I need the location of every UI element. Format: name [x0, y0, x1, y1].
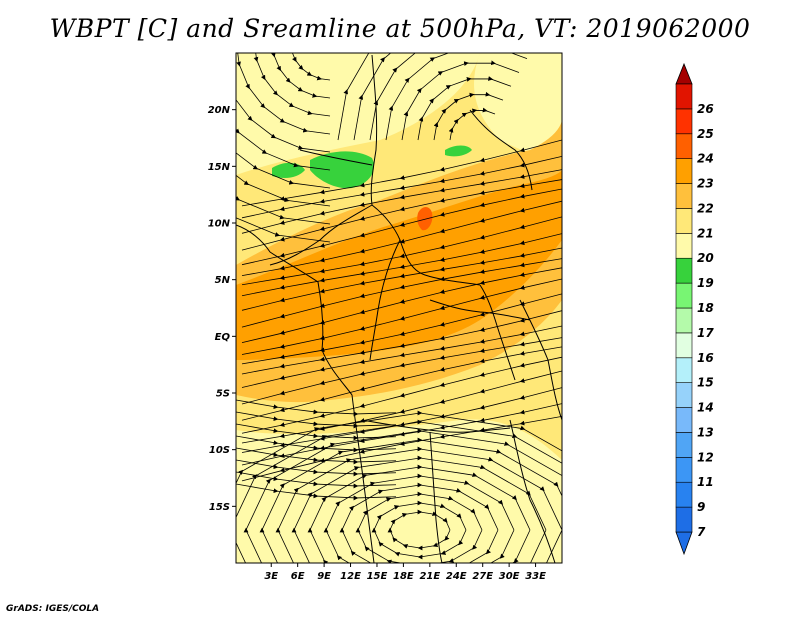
lon-tick-label: 30E [499, 571, 520, 582]
lon-tick-label: 12E [340, 571, 361, 582]
colorbar-segment-19 [675, 257, 693, 284]
colorbar-label: 22 [697, 201, 714, 215]
colorbar-segment-22 [675, 183, 693, 209]
lon-tick-label: 6E [291, 571, 305, 582]
lat-tick-label: 10S [209, 445, 230, 456]
streamline-52 [236, 399, 397, 417]
lon-tick-label: 21E [419, 571, 440, 582]
colorbar-label: 15 [697, 376, 714, 390]
colorbar-label: 20 [697, 251, 714, 265]
lon-tick-label: 15E [367, 571, 388, 582]
colorbar-segment-26 [675, 83, 693, 110]
colorbar: 7 9 11 12 13 14 15 16 17 18 19 20 21 22 23 24 25 26 [675, 62, 714, 556]
colorbar-segment-7 [675, 506, 693, 533]
streamline-28 [236, 75, 331, 189]
colorbar-top-arrow [675, 62, 693, 85]
streamline-30 [236, 84, 331, 225]
colorbar-label: 9 [697, 500, 705, 514]
colorbar-label: 11 [697, 475, 714, 489]
lat-tick-label: 10N [208, 219, 231, 230]
colorbar-label: 17 [697, 326, 714, 340]
lat-tick-label: 5S [216, 389, 230, 400]
colorbar-label: 25 [697, 127, 714, 141]
colorbar-segment-9 [675, 481, 693, 508]
streamlines [236, 53, 562, 563]
grads-credit: GrADS: IGES/COLA [6, 604, 100, 614]
longitude-axis: 3E 6E 9E 12E 15E 18E 21E 24E 27E 30E 33E [264, 563, 546, 582]
colorbar-label: 7 [697, 525, 706, 539]
colorbar-segment-15 [675, 357, 693, 383]
colorbar-segment-18 [675, 282, 693, 309]
streamline-39 [337, 53, 508, 141]
lon-tick-label: 18E [393, 571, 414, 582]
map-frame [235, 52, 563, 564]
lon-tick-label: 33E [525, 571, 546, 582]
lat-tick-label: 5N [215, 275, 231, 286]
colorbar-segment-14 [675, 382, 693, 408]
lon-tick-label: 9E [317, 571, 331, 582]
lon-tick-label: 3E [264, 571, 278, 582]
streamline-56 [236, 447, 397, 465]
colorbar-label: 26 [697, 102, 714, 116]
lon-tick-label: 24E [446, 571, 467, 582]
lat-tick-label: EQ [215, 332, 231, 343]
streamline-37 [369, 53, 502, 141]
colorbar-segment-25 [675, 108, 693, 135]
colorbar-label: 23 [697, 177, 714, 191]
streamline-51 [236, 410, 562, 563]
latitude-axis: 20N 15N 10N 5N EQ 5S 10S 15S [208, 105, 236, 513]
streamline-57 [236, 459, 397, 477]
colorbar-segment-12 [675, 432, 693, 458]
colorbar-label: 14 [697, 401, 714, 415]
lat-tick-label: 20N [208, 105, 231, 116]
streamline-38 [353, 53, 505, 141]
colorbar-segment-23 [675, 158, 693, 184]
wbpt-field [236, 53, 562, 563]
streamline-58 [236, 471, 397, 489]
colorbar-label: 18 [697, 301, 714, 315]
streamline-53 [236, 411, 397, 429]
lat-tick-label: 15S [209, 502, 230, 513]
lon-tick-label: 27E [472, 571, 493, 582]
streamline-55 [236, 435, 397, 453]
colorbar-bottom-arrow [675, 531, 693, 556]
colorbar-segment-16 [675, 332, 693, 359]
colorbar-label: 21 [697, 226, 714, 240]
colorbar-segment-11 [675, 457, 693, 483]
colorbar-label: 19 [697, 276, 714, 290]
colorbar-segment-13 [675, 407, 693, 433]
field-south-pale [236, 419, 562, 563]
chart-title: WBPT [C] and Sreamline at 500hPa, VT: 20… [49, 14, 751, 43]
colorbar-segment-20 [675, 233, 693, 259]
streamline-54 [236, 423, 397, 441]
streamline-59 [236, 483, 397, 501]
colorbar-segment-17 [675, 307, 693, 334]
colorbar-segment-21 [675, 208, 693, 234]
colorbar-label: 12 [697, 450, 714, 464]
lat-tick-label: 15N [208, 162, 231, 173]
colorbar-label: 13 [697, 425, 714, 439]
streamline-31 [236, 89, 331, 243]
colorbar-label: 16 [697, 351, 714, 365]
streamline-29 [236, 80, 331, 207]
colorbar-label: 24 [697, 152, 714, 166]
colorbar-segment-24 [675, 133, 693, 159]
